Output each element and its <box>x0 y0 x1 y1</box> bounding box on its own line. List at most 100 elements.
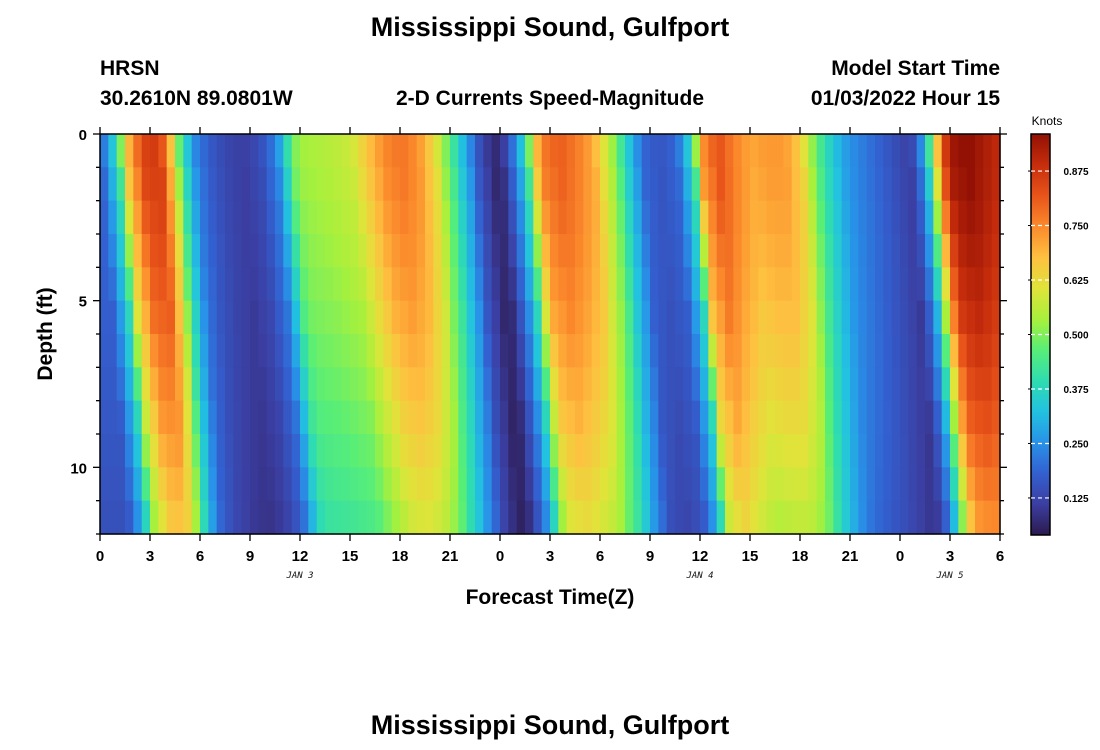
heatmap-cell <box>350 400 359 435</box>
heatmap-cell <box>816 467 826 502</box>
heatmap-cell <box>241 500 251 535</box>
heatmap-cell <box>250 434 259 468</box>
heatmap-cell <box>200 434 209 468</box>
heatmap-cell <box>558 400 568 435</box>
heatmap-cell <box>308 400 318 435</box>
heatmap-cell <box>658 400 668 435</box>
heatmap-cell <box>258 167 268 202</box>
heatmap-cell <box>541 134 551 168</box>
heatmap-cell <box>291 500 301 535</box>
heatmap-cell <box>191 434 201 468</box>
heatmap-cell <box>558 200 568 235</box>
y-tick-labels: 0 5 10 <box>70 127 87 477</box>
heatmap-cell <box>950 300 959 335</box>
heatmap-cell <box>858 334 868 368</box>
heatmap-cell <box>908 334 918 368</box>
heatmap-cell <box>408 467 418 502</box>
heatmap-cell <box>808 200 818 235</box>
heatmap-cell <box>616 300 626 335</box>
heatmap-cell <box>100 334 109 368</box>
heatmap-cell <box>808 134 818 168</box>
heatmap-cell <box>433 200 443 235</box>
heatmap-cell <box>958 500 968 535</box>
heatmap-cell <box>375 400 384 435</box>
heatmap-cell <box>575 200 584 235</box>
heatmap-cell <box>416 500 426 535</box>
heatmap-cell <box>691 267 701 302</box>
heatmap-cell <box>633 167 643 202</box>
heatmap-cell <box>766 267 776 302</box>
colorbar-tick-label: 0.500 <box>1063 331 1088 342</box>
heatmap-cell <box>808 234 818 268</box>
heatmap-cell <box>691 234 701 268</box>
heatmap-cell <box>633 267 643 302</box>
heatmap-cell <box>108 400 118 435</box>
heatmap-cell <box>450 267 459 302</box>
heatmap-cell <box>258 500 268 535</box>
heatmap-cell <box>516 134 526 168</box>
heatmap-cell <box>841 467 851 502</box>
heatmap-cell <box>233 500 243 535</box>
heatmap-cell <box>966 434 976 468</box>
heatmap-cell <box>600 300 609 335</box>
heatmap-cell <box>625 467 634 502</box>
heatmap-cell <box>725 200 734 235</box>
heatmap-cell <box>391 500 401 535</box>
heatmap-cell <box>591 500 601 535</box>
heatmap-cell <box>533 267 543 302</box>
heatmap-cell <box>733 434 743 468</box>
heatmap-cell <box>583 367 593 402</box>
heatmap-cell <box>608 167 618 202</box>
heatmap-cell <box>233 334 243 368</box>
heatmap-cell <box>175 367 184 402</box>
heatmap-cell <box>558 467 568 502</box>
heatmap-cell <box>283 467 293 502</box>
heatmap-cell <box>825 167 834 202</box>
heatmap-cell <box>550 200 559 235</box>
heatmap-cell <box>100 300 109 335</box>
heatmap-cell <box>975 234 984 268</box>
heatmap-cell <box>525 500 534 535</box>
heatmap-cell <box>475 134 484 168</box>
heatmap-cell <box>500 234 509 268</box>
heatmap-cell <box>225 200 234 235</box>
heatmap-cell <box>491 367 501 402</box>
heatmap-cell <box>425 234 434 268</box>
heatmap-cell <box>958 367 968 402</box>
heatmap-cell <box>600 234 609 268</box>
heatmap-cell <box>133 500 143 535</box>
heatmap-cell <box>558 500 568 535</box>
heatmap-cell <box>241 200 251 235</box>
heatmap-cell <box>250 134 259 168</box>
heatmap-cell <box>925 134 934 168</box>
heatmap-cell <box>883 367 893 402</box>
heatmap-cell <box>791 267 801 302</box>
heatmap-cell <box>583 434 593 468</box>
heatmap-cell <box>975 167 984 202</box>
heatmap-cell <box>591 300 601 335</box>
heatmap-cell <box>658 500 668 535</box>
heatmap-cell <box>550 267 559 302</box>
heatmap-cell <box>466 134 476 168</box>
heatmap-cell <box>300 500 309 535</box>
heatmap-cell <box>133 167 143 202</box>
heatmap-cell <box>391 134 401 168</box>
heatmap-cell <box>466 234 476 268</box>
chart-subtitle: 2-D Currents Speed-Magnitude <box>396 87 704 110</box>
heatmap-cell <box>150 400 159 435</box>
heatmap-cell <box>350 267 359 302</box>
heatmap-cell <box>191 234 201 268</box>
heatmap-cell <box>791 434 801 468</box>
heatmap-cell <box>408 234 418 268</box>
heatmap-cell <box>608 234 618 268</box>
heatmap-cell <box>958 334 968 368</box>
heatmap-cell <box>216 400 226 435</box>
heatmap-cell <box>966 334 976 368</box>
heatmap-cell <box>116 367 126 402</box>
heatmap-cell <box>475 434 484 468</box>
heatmap-cell <box>650 200 659 235</box>
heatmap-cell <box>608 467 618 502</box>
heatmap-cell <box>433 334 443 368</box>
heatmap-cell <box>466 334 476 368</box>
colorbar-tick-label: 0.875 <box>1063 167 1088 178</box>
